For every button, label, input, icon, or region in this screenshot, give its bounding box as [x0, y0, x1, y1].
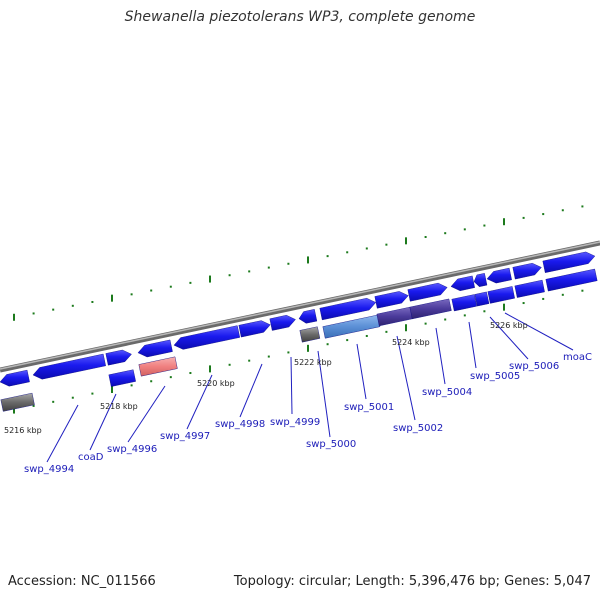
gene-label-swp_5001[interactable]: swp_5001 — [344, 402, 394, 413]
leader-moaC — [504, 312, 574, 351]
scale-ticks — [13, 205, 584, 414]
gene-label-swp_5004[interactable]: swp_5004 — [422, 387, 472, 398]
leader-swp_5004 — [435, 327, 446, 385]
leader-swp_5005 — [468, 321, 477, 369]
gene-highlight-b — [376, 306, 413, 327]
gene-inner-5006a — [474, 291, 490, 307]
leader-swp_5002 — [396, 335, 416, 421]
gene-highlight-a — [322, 314, 381, 339]
scale-label-5220: 5220 kbp — [197, 379, 235, 388]
label-leaders — [46, 312, 574, 463]
scale-label-5218: 5218 kbp — [100, 402, 138, 411]
gene-trna-1 — [0, 392, 35, 412]
gene-swp_5000 — [298, 309, 318, 324]
map-title: Shewanella piezotolerans WP3, complete g… — [124, 9, 476, 25]
gene-swp_5005 — [450, 275, 475, 292]
accession-text: Accession: NC_011566 — [8, 574, 156, 589]
gene-label-coaD[interactable]: coaD — [78, 452, 104, 463]
leader-swp_5000 — [317, 350, 331, 438]
gene-features — [0, 251, 598, 412]
leader-swp_4999 — [290, 356, 293, 415]
gene-label-swp_5002[interactable]: swp_5002 — [393, 423, 443, 434]
gene-inner-5006 — [487, 286, 515, 304]
leader-swp_4996 — [127, 385, 166, 443]
gene-label-swp_4999[interactable]: swp_4999 — [270, 417, 320, 428]
leader-swp_4997 — [186, 374, 213, 430]
gene-label-swp_5005[interactable]: swp_5005 — [470, 371, 520, 382]
gene-swp_5002 — [374, 291, 409, 309]
gene-label-swp_4996[interactable]: swp_4996 — [107, 444, 157, 455]
gene-swp_5006b — [512, 262, 542, 280]
gene-inner-moaC — [545, 268, 598, 292]
gene-pseudo — [138, 356, 178, 377]
gene-swp_4997 — [137, 339, 173, 358]
gene-inner-coaD — [108, 369, 136, 387]
leader-swp_5006 — [489, 316, 529, 360]
gene-label-swp_4994[interactable]: swp_4994 — [24, 464, 74, 475]
backbone-highlight — [0, 241, 600, 370]
gene-inner-5006b — [514, 279, 545, 298]
scale-label-5222: 5222 kbp — [294, 358, 332, 367]
scale-label-5216: 5216 kbp — [4, 426, 42, 435]
gene-swp_4998 — [173, 325, 241, 350]
gene-moaC — [542, 251, 596, 273]
gene-swp_5001 — [319, 297, 377, 321]
gene-swp_5006 — [486, 267, 512, 284]
backbone-line — [0, 240, 600, 373]
gene-coaD — [32, 353, 106, 380]
gene-label-swp_4998[interactable]: swp_4998 — [215, 419, 265, 430]
leader-swp_4998 — [239, 363, 263, 418]
scale-label-5224: 5224 kbp — [392, 338, 430, 347]
gene-trna-2 — [299, 326, 321, 343]
gene-swp_4996 — [105, 349, 132, 366]
leader-coaD — [89, 393, 117, 451]
gene-swp_5004 — [407, 282, 448, 302]
leader-swp_5001 — [356, 343, 367, 400]
gene-swp_4994 — [0, 369, 30, 387]
gene-swp_5006a — [473, 273, 488, 287]
leader-swp_4994 — [46, 404, 79, 463]
gene-label-swp_5000[interactable]: swp_5000 — [306, 439, 356, 450]
gene-inner-5005 — [451, 294, 477, 312]
genome-summary: Topology: circular; Length: 5,396,476 bp… — [233, 574, 591, 589]
gene-label-swp_4997[interactable]: swp_4997 — [160, 431, 210, 442]
gene-label-swp_5006[interactable]: swp_5006 — [509, 361, 559, 372]
gene-label-moaC[interactable]: moaC — [563, 352, 592, 363]
gene-highlight-c — [409, 298, 452, 320]
genome-backbone — [0, 240, 600, 373]
scale-label-5226: 5226 kbp — [490, 321, 528, 330]
gene-swp_4998b — [238, 320, 271, 338]
gene-swp_4999 — [269, 314, 296, 331]
